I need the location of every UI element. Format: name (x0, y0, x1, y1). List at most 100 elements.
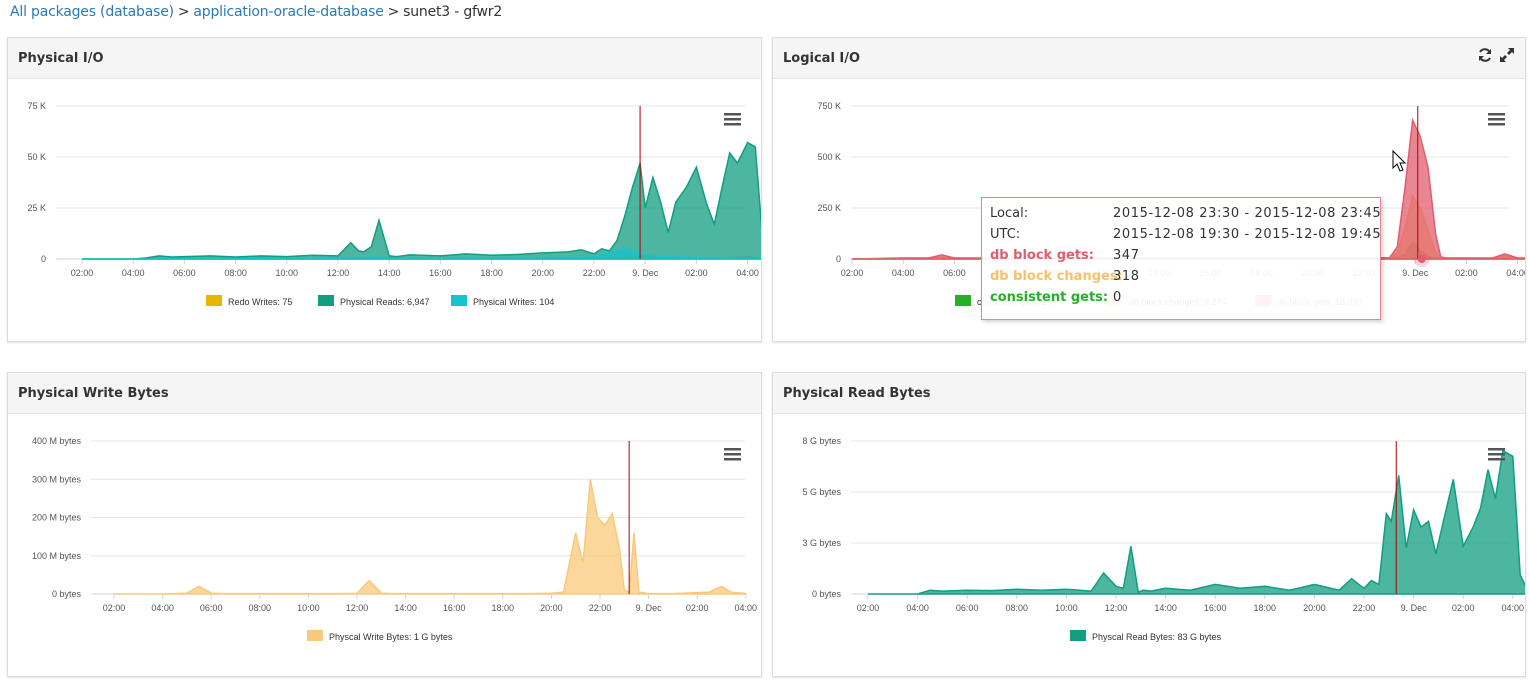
hover-point[interactable] (1417, 255, 1426, 263)
x-tick-label: 16:00 (443, 603, 466, 613)
panel-header: Physical I/O (8, 38, 761, 79)
legend-swatch (206, 295, 222, 306)
x-tick-label: 18:00 (480, 268, 503, 278)
breadcrumb-link-all-packages[interactable]: All packages (database) (10, 4, 174, 20)
y-tick-label: 500 K (817, 152, 841, 162)
series-area[interactable] (82, 141, 761, 260)
x-tick-label: 02:00 (685, 268, 708, 278)
x-tick-label: 14:00 (1154, 603, 1177, 613)
tooltip-series-label: db block gets: (990, 248, 1094, 263)
x-tick-label: 22:00 (583, 268, 606, 278)
legend-swatch (955, 295, 971, 306)
breadcrumb-link-application[interactable]: application-oracle-database (193, 4, 384, 20)
panel-physical-write-bytes: Physical Write Bytes 0 bytes 100 M bytes 2… (7, 372, 762, 677)
x-tick-label: 02:00 (71, 268, 94, 278)
x-tick-label: 06:00 (943, 268, 966, 278)
x-tick-label: 02:00 (1455, 268, 1478, 278)
chart-svg: 0 25 K 50 K 75 K 02:00 04:00 06:00 08:00 10:00 12… (27, 101, 761, 307)
x-tick-label: 20:00 (540, 603, 563, 613)
x-tick-label: 04:00 (1506, 268, 1525, 278)
x-tick-label: 12:00 (1105, 603, 1128, 613)
tooltip-local-label: Local: (990, 206, 1029, 221)
x-tick-label: 04:00 (736, 268, 759, 278)
x-tick-label: 04:00 (122, 268, 145, 278)
x-tick-label: 10:00 (297, 603, 320, 613)
legend-item[interactable]: Physical Writes: 104 (451, 295, 554, 307)
series-area[interactable] (114, 479, 747, 595)
legend-item[interactable]: Physcal Write Bytes: 1 G bytes (307, 630, 453, 642)
legend-item[interactable]: Physical Reads: 6,947 (318, 295, 430, 307)
chart-svg: 0 bytes 3 G bytes 5 G bytes 8 G bytes 02:00 0… (802, 436, 1525, 642)
breadcrumb-current: sunet3 - gfwr2 (403, 4, 503, 20)
legend-label: Physical Writes: 104 (473, 297, 554, 307)
y-tick-label: 0 bytes (52, 589, 82, 599)
x-tick-label: 10:00 (276, 268, 299, 278)
x-tick-label: 02:00 (1452, 603, 1475, 613)
y-tick-label: 200 M bytes (32, 513, 82, 523)
legend-label: Redo Writes: 75 (228, 297, 292, 307)
x-tick-label: 06:00 (956, 603, 979, 613)
y-tick-label: 8 G bytes (802, 436, 841, 446)
x-tick-label: 16:00 (429, 268, 452, 278)
panel-title: Physical I/O (18, 51, 104, 66)
x-tick-label: 18:00 (492, 603, 515, 613)
tooltip-utc-label: UTC: (990, 227, 1021, 242)
refresh-icon[interactable] (1477, 47, 1493, 63)
series-area[interactable] (852, 117, 1525, 260)
x-tick-label: 14:00 (378, 268, 401, 278)
mouse-cursor-icon (1392, 150, 1407, 172)
x-tick-label: 22:00 (1353, 603, 1376, 613)
x-tick-label: 02:00 (857, 603, 880, 613)
legend-swatch (307, 630, 323, 641)
x-tick-label: 22:00 (589, 603, 612, 613)
tooltip-series-value: 318 (1113, 269, 1140, 284)
y-tick-label: 50 K (27, 152, 46, 162)
legend-item[interactable]: Physcal Read Bytes: 83 G bytes (1070, 630, 1222, 642)
x-tick-label: 06:00 (200, 603, 223, 613)
panel-title: Logical I/O (783, 51, 861, 66)
breadcrumb-separator: > (177, 4, 190, 20)
tooltip-series-label: db block changes: (990, 269, 1123, 284)
x-tick-label: 06:00 (173, 268, 196, 278)
x-tick-label: 18:00 (1254, 603, 1277, 613)
x-tick-label: 04:00 (735, 603, 758, 613)
tooltip-series-label: consistent gets: (990, 290, 1109, 305)
y-tick-label: 100 M bytes (32, 551, 82, 561)
legend-swatch (318, 295, 334, 306)
y-tick-label: 75 K (27, 101, 46, 111)
x-tick-label: 04:00 (151, 603, 174, 613)
legend-label: Physcal Write Bytes: 1 G bytes (329, 632, 453, 642)
x-tick-label: 9. Dec (632, 268, 659, 278)
x-tick-label: 02:00 (686, 603, 709, 613)
chart-menu-icon[interactable] (1488, 448, 1505, 461)
tooltip-local-value: 2015-12-08 23:30 - 2015-12-08 23:45 (1113, 206, 1382, 221)
legend-item[interactable]: Redo Writes: 75 (206, 295, 292, 307)
y-tick-label: 25 K (27, 203, 46, 213)
panel-title: Physical Write Bytes (18, 386, 169, 401)
x-tick-label: 20:00 (532, 268, 555, 278)
legend-swatch (451, 295, 467, 306)
panel-title: Physical Read Bytes (783, 386, 931, 401)
x-tick-label: 9. Dec (1401, 603, 1428, 613)
y-tick-label: 0 bytes (812, 589, 842, 599)
x-tick-label: 04:00 (892, 268, 915, 278)
x-tick-label: 04:00 (1502, 603, 1525, 613)
series-area[interactable] (868, 449, 1525, 595)
y-tick-label: 0 (41, 254, 46, 264)
chart-svg: 0 bytes 100 M bytes 200 M bytes 300 M bytes… (32, 436, 758, 642)
panel-tools (1477, 47, 1515, 63)
x-tick-label: 12:00 (346, 603, 369, 613)
chart-menu-icon[interactable] (1488, 113, 1505, 126)
panel-header: Logical I/O (773, 38, 1525, 79)
expand-icon[interactable] (1499, 47, 1515, 63)
y-tick-label: 250 K (817, 203, 841, 213)
series-area[interactable] (82, 248, 761, 260)
x-tick-label: 9. Dec (1402, 268, 1429, 278)
x-tick-label: 08:00 (224, 268, 247, 278)
breadcrumb-separator: > (387, 4, 400, 20)
x-tick-label: 14:00 (394, 603, 417, 613)
chart-menu-icon[interactable] (724, 113, 741, 126)
chart-menu-icon[interactable] (724, 448, 741, 461)
x-tick-label: 02:00 (841, 268, 864, 278)
panel-physical-read-bytes: Physical Read Bytes 0 bytes 3 G bytes 5 G … (772, 372, 1526, 677)
